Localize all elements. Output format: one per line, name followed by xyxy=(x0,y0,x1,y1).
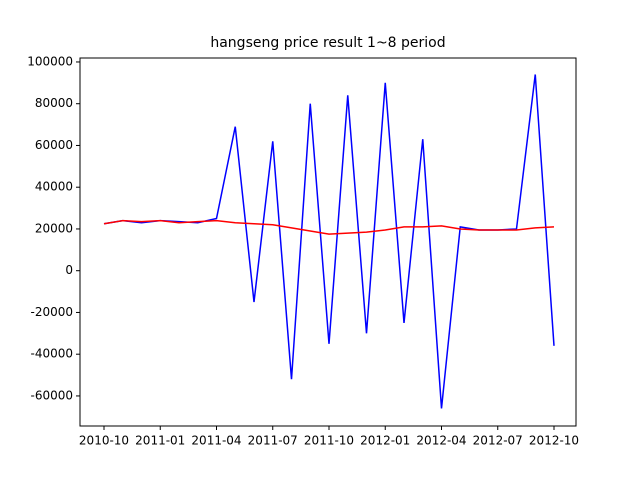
x-tick-label: 2011-10 xyxy=(304,434,354,448)
y-tick-label: 100000 xyxy=(27,54,73,68)
x-tick-label: 2011-01 xyxy=(135,434,185,448)
x-tick-label: 2010-10 xyxy=(79,434,129,448)
y-tick-label: -20000 xyxy=(30,305,73,319)
x-tick-label: 2012-04 xyxy=(416,434,466,448)
x-tick-label: 2011-07 xyxy=(248,434,298,448)
line-series xyxy=(103,74,555,409)
y-tick-label: 80000 xyxy=(35,96,73,110)
y-tick-label: 20000 xyxy=(35,221,73,235)
chart-title: hangseng price result 1~8 period xyxy=(210,35,445,51)
x-tick-label: 2012-10 xyxy=(529,434,579,448)
y-tick-label: -60000 xyxy=(30,388,73,402)
x-tick-label: 2012-07 xyxy=(473,434,523,448)
x-tick-label: 2011-04 xyxy=(191,434,241,448)
x-tick-label: 2012-01 xyxy=(360,434,410,448)
y-tick-label: 0 xyxy=(65,263,73,277)
line-series xyxy=(103,219,555,235)
y-tick-label: 40000 xyxy=(35,180,73,194)
y-tick-label: 60000 xyxy=(35,138,73,152)
plot-frame xyxy=(79,57,577,427)
y-tick-label: -40000 xyxy=(30,347,73,361)
